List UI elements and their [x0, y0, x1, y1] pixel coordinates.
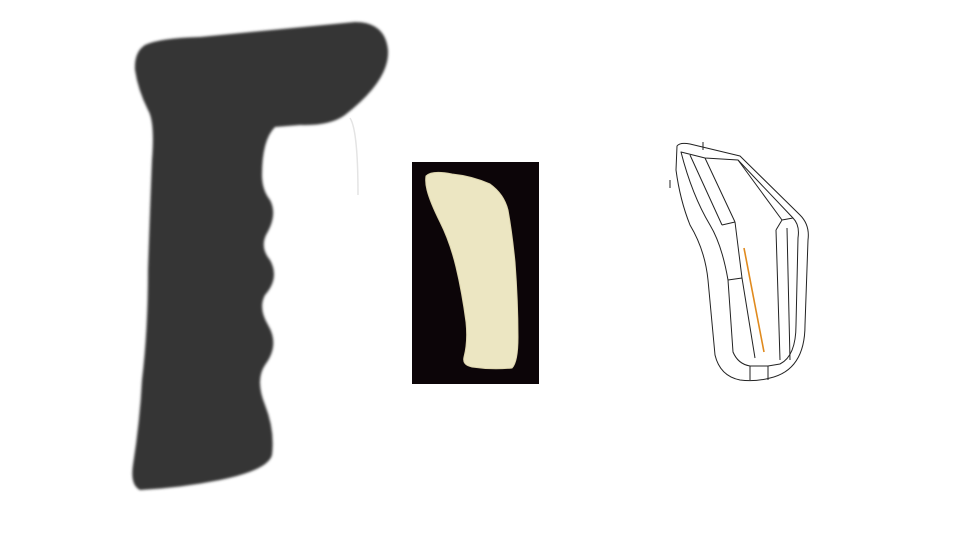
grip-shadow-outline: [349, 117, 359, 196]
grip-silhouette-shape: [132, 22, 389, 490]
foam-insert-shape: [425, 171, 519, 370]
grip-line-drawing-panel: [660, 130, 830, 390]
drawing-outer-outline: [675, 142, 809, 382]
foam-sample-image: [412, 162, 539, 384]
grip-silhouette-image: [132, 22, 389, 490]
drawing-accent-line: [743, 247, 765, 353]
drawing-inner-outline: [680, 151, 799, 367]
drawing-tick-marks: [669, 142, 704, 188]
drawing-construction-lines: [689, 154, 794, 380]
grip-line-drawing-image: [669, 142, 809, 382]
foam-sample-panel: [412, 162, 539, 384]
grip-silhouette-panel: [100, 10, 400, 510]
